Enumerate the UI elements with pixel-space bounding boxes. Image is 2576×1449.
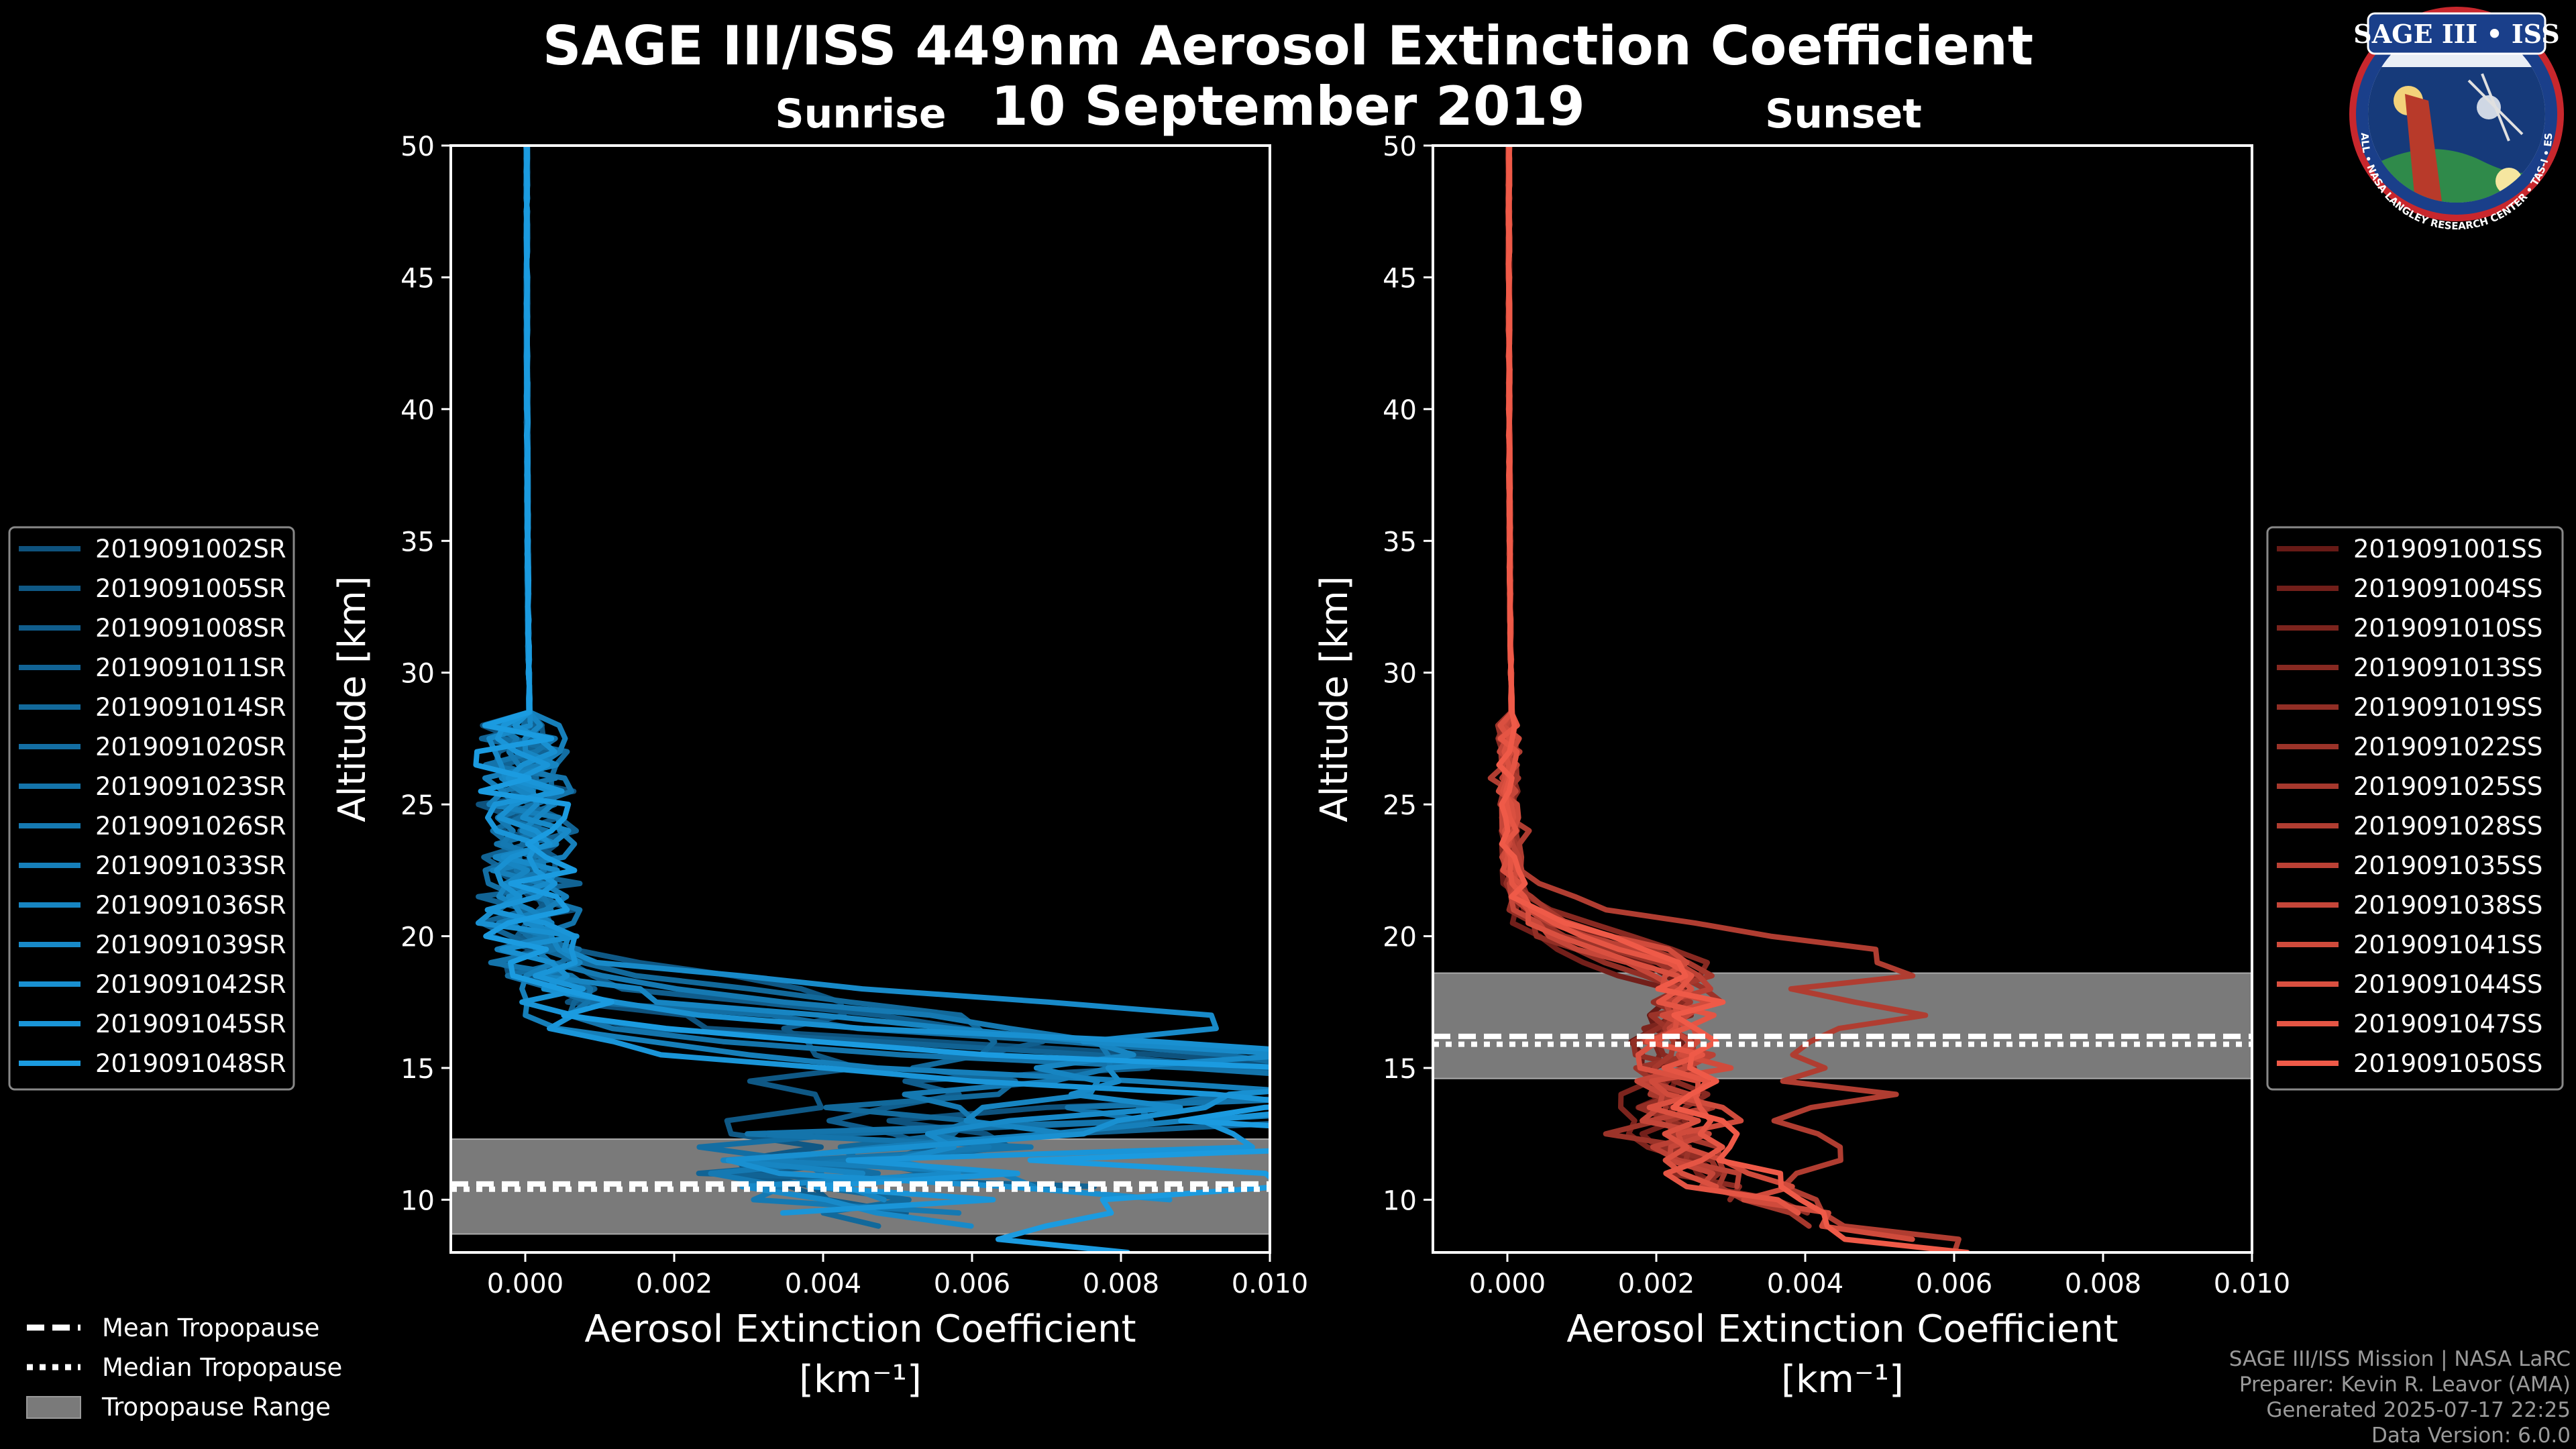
sunrise-axes-frame bbox=[449, 144, 1271, 1254]
tropopause-range-swatch bbox=[26, 1396, 81, 1419]
sunset-ytick-label: 45 bbox=[1383, 263, 1417, 294]
sunrise-chart: 10 15 20 25 30 35 40 45 50 0.000 0.002 0.004 0.006 0.… bbox=[331, 131, 1309, 1401]
sunrise-xtick-label: 0.006 bbox=[934, 1269, 1011, 1299]
sunrise-profiles bbox=[473, 146, 1270, 1252]
sunrise-ytick-label: 30 bbox=[400, 659, 435, 690]
sunset-legend-label-2019091022SS: 2019091022SS bbox=[2353, 733, 2542, 761]
sunrise-legend-label-2019091014SR: 2019091014SR bbox=[95, 693, 286, 722]
sunrise-ytick-label: 50 bbox=[400, 131, 435, 162]
credits: SAGE III/ISS Mission | NASA LaRC Prepare… bbox=[2229, 1347, 2571, 1448]
sunset-xtick-label: 0.008 bbox=[2065, 1269, 2142, 1299]
sunrise-legend-label-2019091033SR: 2019091033SR bbox=[95, 851, 286, 880]
sunset-legend-label-2019091041SS: 2019091041SS bbox=[2353, 930, 2542, 959]
sunrise-ytick-label: 35 bbox=[400, 527, 435, 557]
figure-title-line2: 10 September 2019 bbox=[991, 75, 1585, 138]
sunset-legend-frame bbox=[2266, 526, 2564, 1091]
sunrise-legend-label-2019091020SR: 2019091020SR bbox=[95, 733, 286, 761]
sunset-chart: 10 15 20 25 30 35 40 45 50 0.000 0.002 0.004 0.006 0.… bbox=[1313, 131, 2290, 1401]
sunset-ytick-label: 30 bbox=[1383, 659, 1417, 690]
credit-generated: Generated 2025-07-17 22:25 bbox=[2266, 1398, 2571, 1422]
sunset-legend-label-2019091028SS: 2019091028SS bbox=[2353, 812, 2542, 841]
sunset-ytick-label: 15 bbox=[1383, 1054, 1417, 1085]
sunrise-xtick-label: 0.000 bbox=[487, 1269, 564, 1299]
sunrise-legend-label-2019091011SR: 2019091011SR bbox=[95, 653, 286, 682]
sunset-ytick-label: 35 bbox=[1383, 527, 1417, 557]
sunrise-ytick-label: 40 bbox=[400, 395, 435, 426]
sunset-ylabel: Altitude [km] bbox=[1313, 576, 1356, 822]
sunrise-xtick-label: 0.002 bbox=[636, 1269, 713, 1299]
sunset-profiles bbox=[1487, 146, 1970, 1252]
sunset-ytick-label: 40 bbox=[1383, 395, 1417, 426]
sunrise-legend-label-2019091036SR: 2019091036SR bbox=[95, 891, 286, 920]
logo-text: SAGE III • ISS bbox=[2353, 19, 2559, 49]
logo-banner bbox=[2367, 12, 2546, 55]
sunrise-legend-frame bbox=[8, 526, 295, 1091]
sunset-panel-title: Sunset bbox=[1765, 91, 1922, 138]
sunset-ytick-label: 25 bbox=[1383, 790, 1417, 821]
sunset-xtick-label: 0.010 bbox=[2214, 1269, 2291, 1299]
sunset-axes-frame bbox=[1432, 144, 2253, 1254]
sunrise-ytick-label: 20 bbox=[400, 922, 435, 953]
sunrise-legend-label-2019091042SR: 2019091042SR bbox=[95, 970, 286, 999]
credit-mission: SAGE III/ISS Mission | NASA LaRC bbox=[2229, 1347, 2571, 1371]
sunrise-legend-label-2019091048SR: 2019091048SR bbox=[95, 1049, 286, 1078]
sunrise-xtick-label: 0.010 bbox=[1232, 1269, 1309, 1299]
sunset-ytick-label: 50 bbox=[1383, 131, 1417, 162]
sunrise-profile-2019091048SR bbox=[473, 146, 1270, 1252]
sunrise-ytick-label: 25 bbox=[400, 790, 435, 821]
sunrise-xlabel: Aerosol Extinction Coefficient bbox=[584, 1307, 1136, 1351]
sunrise-ytick-label: 15 bbox=[400, 1054, 435, 1085]
sunset-ytick-label: 10 bbox=[1383, 1185, 1417, 1216]
sunrise-legend-label-2019091026SR: 2019091026SR bbox=[95, 812, 286, 841]
sunset-xtick-label: 0.004 bbox=[1767, 1269, 1844, 1299]
sunset-xlabel: Aerosol Extinction Coefficient bbox=[1566, 1307, 2118, 1351]
tropopause-legend: Mean Tropopause Median Tropopause Tropop… bbox=[26, 1313, 342, 1421]
sunrise-xtick-label: 0.004 bbox=[785, 1269, 862, 1299]
sunset-legend-label-2019091025SS: 2019091025SS bbox=[2353, 772, 2542, 801]
figure-title-line1: SAGE III/ISS 449nm Aerosol Extinction Co… bbox=[543, 15, 2033, 77]
sunset-legend-label-2019091035SS: 2019091035SS bbox=[2353, 851, 2542, 880]
sunset-legend-label-2019091004SS: 2019091004SS bbox=[2353, 574, 2542, 603]
sunset-profile-2019091028SS bbox=[1487, 146, 1962, 1252]
sunrise-legend-label-2019091005SR: 2019091005SR bbox=[95, 574, 286, 603]
sunrise-ytick-label: 10 bbox=[400, 1185, 435, 1216]
sunset-xtick-label: 0.000 bbox=[1469, 1269, 1546, 1299]
sunrise-xtick-label: 0.008 bbox=[1083, 1269, 1160, 1299]
sunset-xtick-label: 0.002 bbox=[1618, 1269, 1695, 1299]
median-tropopause-label: Median Tropopause bbox=[102, 1353, 342, 1382]
sunrise-legend-label-2019091002SR: 2019091002SR bbox=[95, 535, 286, 564]
sunset-legend-label-2019091050SS: 2019091050SS bbox=[2353, 1049, 2542, 1078]
sunrise-xlabel-units: [km⁻¹] bbox=[799, 1358, 922, 1401]
sunset-legend-label-2019091001SS: 2019091001SS bbox=[2353, 535, 2542, 564]
sunset-legend-label-2019091013SS: 2019091013SS bbox=[2353, 653, 2542, 682]
sunset-legend-label-2019091044SS: 2019091044SS bbox=[2353, 970, 2542, 999]
credit-data-version: Data Version: 6.0.0 bbox=[2371, 1424, 2571, 1448]
sunset-profile-2019091050SS bbox=[1496, 146, 1970, 1252]
sunrise-ylabel: Altitude [km] bbox=[331, 576, 374, 822]
sunset-legend-label-2019091047SS: 2019091047SS bbox=[2353, 1010, 2542, 1038]
sunrise-legend: 2019091002SR 2019091005SR 2019091008SR 2019… bbox=[8, 526, 295, 1091]
sunset-xlabel-units: [km⁻¹] bbox=[1781, 1358, 1904, 1401]
sunset-legend: 2019091001SS 2019091004SS 2019091010SS 2019… bbox=[2266, 526, 2564, 1091]
sunset-ytick-label: 20 bbox=[1383, 922, 1417, 953]
tropopause-range-label: Tropopause Range bbox=[101, 1393, 331, 1421]
sunrise-panel-title: Sunrise bbox=[775, 91, 946, 138]
sunrise-legend-label-2019091039SR: 2019091039SR bbox=[95, 930, 286, 959]
sunset-legend-label-2019091010SS: 2019091010SS bbox=[2353, 614, 2542, 643]
sunrise-legend-label-2019091008SR: 2019091008SR bbox=[95, 614, 286, 643]
sunset-legend-label-2019091038SS: 2019091038SS bbox=[2353, 891, 2542, 920]
credit-preparer: Preparer: Kevin R. Leavor (AMA) bbox=[2239, 1373, 2571, 1397]
sunset-legend-label-2019091019SS: 2019091019SS bbox=[2353, 693, 2542, 722]
sunrise-legend-label-2019091045SR: 2019091045SR bbox=[95, 1010, 286, 1038]
sunset-xtick-label: 0.006 bbox=[1916, 1269, 1993, 1299]
sunrise-legend-label-2019091023SR: 2019091023SR bbox=[95, 772, 286, 801]
mean-tropopause-label: Mean Tropopause bbox=[102, 1313, 320, 1342]
sunrise-ytick-label: 45 bbox=[400, 263, 435, 294]
